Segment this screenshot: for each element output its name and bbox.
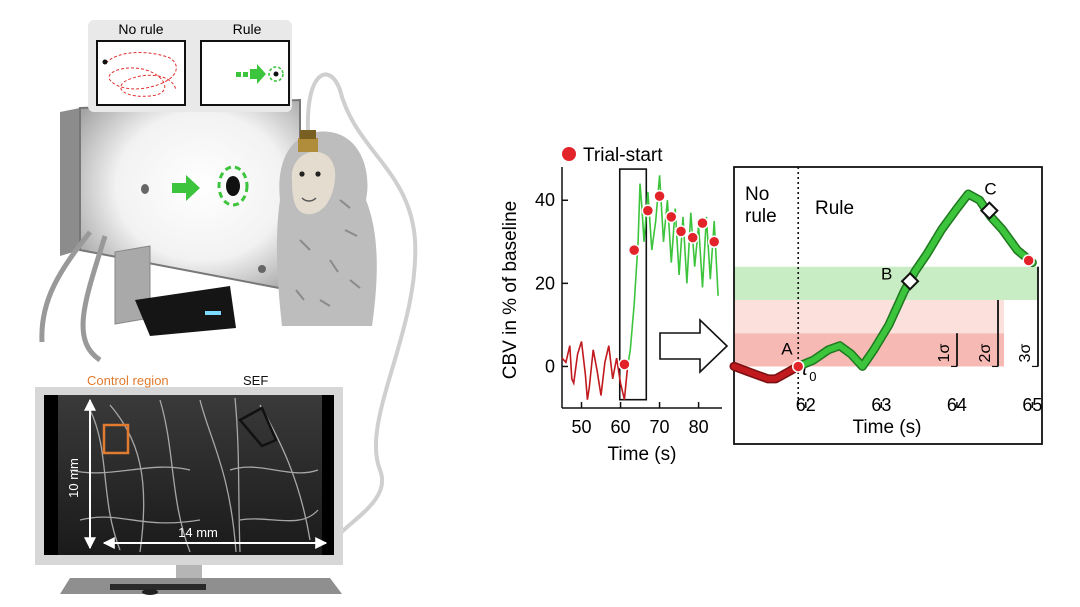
control-region-label: Control region [87, 373, 169, 388]
monitor-button-icon [258, 265, 266, 273]
series-line-1 [626, 175, 719, 367]
x-tick-label: 80 [689, 417, 709, 437]
brain-monitor: Control region SEF 10 mm 14 mm [35, 373, 343, 595]
x-tick-label: 62 [796, 395, 816, 415]
point-c-label: C [984, 180, 996, 199]
keyboard [110, 584, 206, 590]
point-b-label: B [881, 264, 892, 283]
no-rule-box [96, 40, 186, 106]
monitor-base [135, 286, 236, 336]
x-tick-label: 70 [650, 417, 670, 437]
control-region-box [102, 423, 130, 455]
y-tick-label: 20 [535, 273, 555, 293]
trial-start-marker [627, 243, 641, 257]
monitor-side [60, 108, 80, 256]
fixation-dot [141, 184, 149, 194]
trial-start-marker [674, 225, 688, 238]
monitor-cable [39, 230, 92, 343]
monkey-fur-texture [295, 199, 361, 307]
rule-target-ring [268, 66, 284, 82]
x-tick-label: 50 [571, 417, 591, 437]
trial-start-marker [707, 235, 721, 249]
rule-arrow-dash [236, 72, 241, 77]
monitor-illustration [39, 98, 301, 363]
monkey-mouth [301, 197, 317, 202]
monkey-eye [315, 171, 321, 177]
height-label: 10 mm [66, 458, 81, 498]
trial-start-marker [641, 204, 655, 217]
rule-label: Rule [815, 198, 854, 219]
trial-start-marker [686, 231, 699, 244]
x-tick-label: 65 [1022, 395, 1042, 415]
random-gaze-path [105, 52, 177, 97]
target-ring [217, 165, 249, 207]
x-axis-label: Time (s) [853, 417, 922, 438]
y-tick-label: 0 [545, 356, 555, 376]
sef-label: SEF [243, 373, 268, 388]
x-axis-label: Time (s) [608, 444, 677, 465]
x-tick-label: 64 [947, 395, 967, 415]
trial-start-marker [618, 358, 631, 371]
no-rule-start-dot [102, 59, 108, 65]
sef-region-outline [238, 406, 278, 448]
sigma3-band [734, 266, 1038, 300]
rule-arrow-dash [243, 72, 248, 77]
t0-subscript: 0 [809, 369, 816, 384]
rule-label: Rule [233, 21, 262, 37]
legend: Trial-start [562, 145, 663, 166]
trial-start-marker [791, 360, 805, 373]
rule-target-dot [273, 71, 279, 77]
green-arrow-icon [172, 175, 200, 201]
legend-label: Trial-start [583, 145, 663, 166]
overview-chart: 0 20 40 50 60 70 80 Time (s) [535, 167, 722, 465]
sigma3-label: 3σ [1017, 344, 1034, 363]
threshold-crossing-marker [900, 271, 920, 291]
headpost [298, 138, 318, 152]
zoom-window-box [618, 168, 648, 401]
brain-image [58, 395, 322, 555]
monitor-cable [80, 235, 108, 363]
sigma2-band [734, 299, 1004, 334]
y-tick-label: 40 [535, 190, 555, 210]
mouse [142, 589, 158, 595]
threshold-crossing-marker [979, 201, 999, 221]
sigma2-label: 2σ [977, 344, 994, 363]
target-dot [226, 176, 240, 196]
monkey-eye [299, 171, 305, 177]
trial-start-marker [653, 189, 666, 203]
y-axis-label: CBV in % of baseline [500, 201, 521, 380]
trial-start-marker [696, 216, 709, 230]
task-inset: No rule Rule [88, 20, 292, 112]
magnify-arrow-icon [659, 318, 729, 374]
legend-marker [562, 147, 576, 161]
no-rule-label-line2: rule [745, 206, 777, 227]
monkey-illustration [276, 130, 377, 326]
sigma1-label: 1σ [936, 344, 953, 363]
zoomed-chart-frame [733, 166, 1043, 445]
series-line-0 [561, 341, 629, 400]
trial-start-marker [665, 210, 678, 224]
series-line-0 [731, 363, 802, 382]
trial-start-marker [1022, 254, 1035, 267]
t0-label: t [802, 359, 808, 380]
x-tick-label: 60 [611, 417, 631, 437]
no-rule-label-line1: No [745, 184, 769, 205]
width-label: 14 mm [178, 525, 218, 540]
no-rule-label: No rule [118, 21, 163, 37]
point-a-label: A [781, 339, 793, 358]
monitor-base-light [205, 311, 221, 315]
brain-monitor-neck [176, 565, 202, 579]
rule-arrow-icon [250, 64, 266, 84]
x-tick-label: 63 [871, 395, 891, 415]
headpost-cap [300, 130, 316, 139]
probe-cable [305, 72, 418, 542]
